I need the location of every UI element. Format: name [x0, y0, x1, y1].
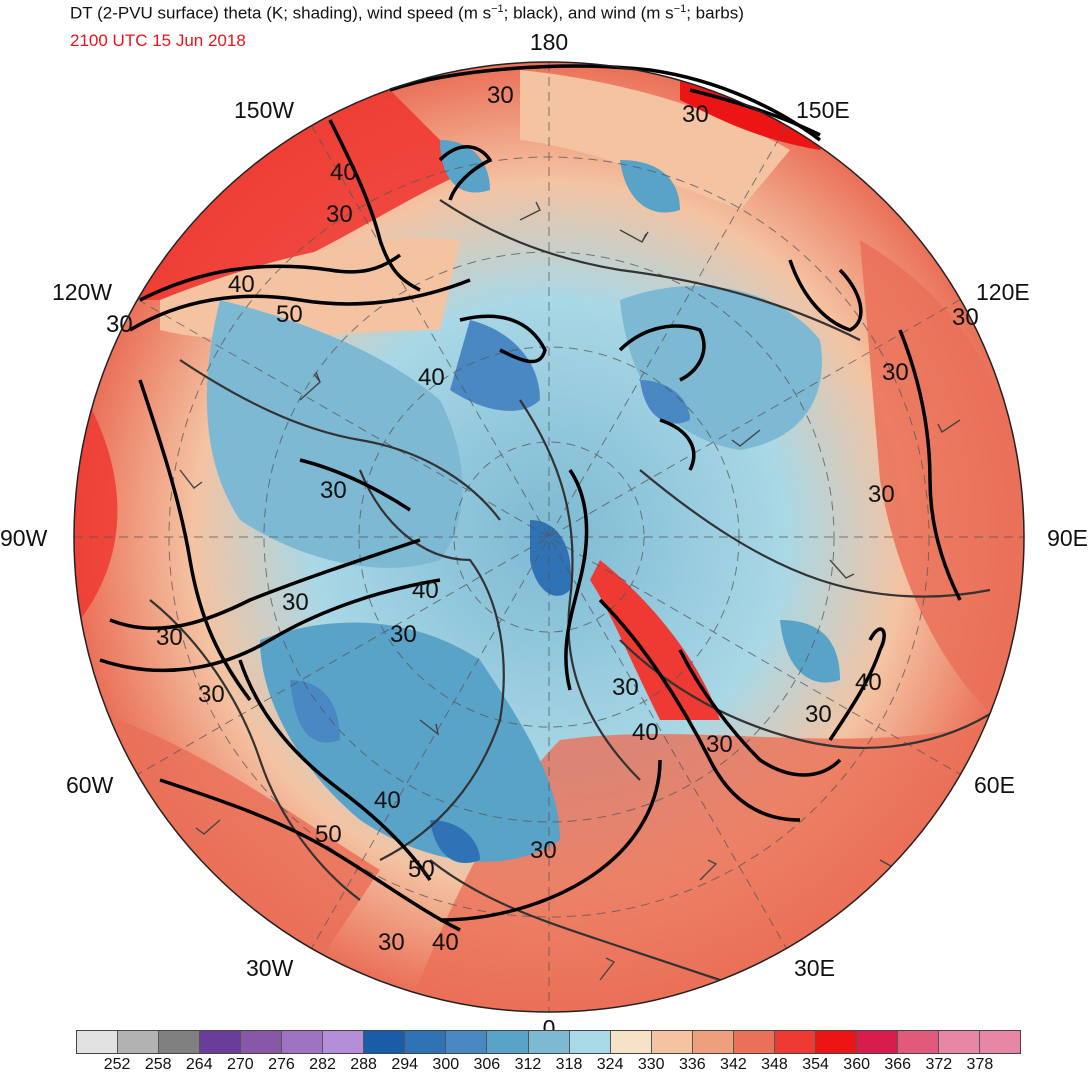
contour-label: 30: [378, 929, 405, 956]
lon-label-30w: 30W: [246, 955, 294, 981]
colorbar-labels: 252 258 264 270 276 282 288 294 300 306 312 318 324 3…: [76, 1056, 1021, 1076]
colorbar-swatch: [815, 1031, 857, 1053]
colorbar-tick-label: 312: [514, 1056, 542, 1073]
contour-label: 30: [326, 201, 353, 228]
contour-label: 50: [276, 301, 303, 328]
contour-label: 40: [632, 719, 659, 746]
colorbar-tick-label: 330: [637, 1056, 665, 1073]
theta-colorbar: [76, 1030, 1021, 1054]
contour-label: 30: [198, 681, 225, 708]
wind-speed-contours: [99, 64, 962, 932]
colorbar-swatch: [282, 1031, 324, 1053]
contour-labels: 30 30 40 30 40 50 30 40 30 30 30 40 30 3…: [106, 82, 979, 956]
colorbar-tick-label: 300: [432, 1056, 460, 1073]
colorbar-swatch: [446, 1031, 488, 1053]
contour-label: 40: [374, 787, 401, 814]
lon-label-60e: 60E: [974, 772, 1015, 798]
colorbar-swatch: [692, 1031, 734, 1053]
colorbar-swatch: [241, 1031, 283, 1053]
contour-label: 40: [412, 577, 439, 604]
colorbar-swatch: [651, 1031, 693, 1053]
colorbar-swatch: [405, 1031, 447, 1053]
colorbar-tick-label: 264: [185, 1056, 213, 1073]
coastlines: [149, 199, 1011, 1002]
colorbar-swatch: [528, 1031, 570, 1053]
contour-label: 30: [390, 621, 417, 648]
map-border: [73, 61, 1025, 1013]
colorbar-swatch: [980, 1031, 1021, 1053]
colorbar-tick-label: 366: [884, 1056, 912, 1073]
lon-label-120e: 120E: [976, 279, 1030, 305]
colorbar-tick-label: 378: [966, 1056, 994, 1073]
colorbar-swatch: [569, 1031, 611, 1053]
lon-label-0: 0: [543, 1015, 556, 1030]
colorbar-swatch: [774, 1031, 816, 1053]
colorbar-tick-label: 342: [720, 1056, 747, 1073]
colorbar-swatch: [897, 1031, 939, 1053]
contour-label: 30: [706, 731, 733, 758]
colorbar-swatch: [159, 1031, 201, 1053]
colorbar-swatch: [487, 1031, 529, 1053]
colorbar-swatch: [856, 1031, 898, 1053]
lon-label-60w: 60W: [66, 772, 114, 798]
colorbar-swatch: [364, 1031, 406, 1053]
lon-label-90w: 90W: [0, 525, 48, 551]
colorbar-tick-label: 270: [226, 1056, 254, 1073]
lon-label-30e: 30E: [794, 955, 835, 981]
colorbar-tick-label: 306: [473, 1056, 501, 1073]
colorbar-swatch: [938, 1031, 981, 1053]
contour-label: 30: [612, 674, 639, 701]
theta-shading: [74, 62, 1024, 1012]
colorbar-tick-label: 354: [802, 1056, 829, 1073]
contour-label: 30: [320, 477, 347, 504]
colorbar-swatch: [118, 1031, 160, 1053]
contour-label: 40: [330, 159, 357, 186]
colorbar-tick-label: 282: [309, 1056, 336, 1073]
contour-label: 40: [418, 364, 445, 391]
colorbar-tick-label: 294: [391, 1056, 419, 1073]
contour-label: 30: [282, 589, 309, 616]
colorbar-tick-label: 372: [925, 1056, 953, 1073]
chart-title: DT (2-PVU surface) theta (K; shading), w…: [70, 3, 744, 23]
colorbar-tick-label: 336: [678, 1056, 706, 1073]
contour-label: 40: [432, 929, 459, 956]
colorbar-tick-label: 258: [144, 1056, 172, 1073]
contour-label: 30: [868, 481, 895, 508]
contour-label: 30: [156, 624, 183, 651]
colorbar-swatch: [77, 1031, 119, 1053]
colorbar-swatch: [610, 1031, 652, 1053]
colorbar-tick-label: 348: [761, 1056, 788, 1073]
colorbar-tick-label: 288: [350, 1056, 377, 1073]
contour-label: 30: [805, 701, 832, 728]
valid-time: 2100 UTC 15 Jun 2018: [70, 31, 246, 50]
colorbar-tick-label: 360: [843, 1056, 870, 1073]
colorbar-swatch: [323, 1031, 365, 1053]
lon-label-120w: 120W: [52, 279, 112, 305]
lon-label-150e: 150E: [796, 97, 850, 123]
colorbar-swatch: [733, 1031, 775, 1053]
colorbar-swatch: [200, 1031, 242, 1053]
contour-label: 30: [487, 82, 514, 109]
lon-label-90e: 90E: [1047, 525, 1088, 551]
polar-map: 30 30 40 30 40 50 30 40 30 30 30 40 30 3…: [0, 29, 1088, 1030]
contour-label: 30: [530, 837, 557, 864]
colorbar-tick-label: 276: [268, 1056, 295, 1073]
colorbar-tick-label: 324: [596, 1056, 624, 1073]
colorbar-tick-label: 252: [103, 1056, 131, 1073]
lon-label-150w: 150W: [234, 97, 294, 123]
contour-label: 40: [228, 271, 255, 298]
lon-label-180: 180: [530, 29, 568, 55]
contour-label: 30: [882, 359, 909, 386]
contour-label: 50: [408, 856, 435, 883]
colorbar-tick-label: 318: [555, 1056, 583, 1073]
contour-label: 30: [682, 101, 709, 128]
contour-label: 50: [315, 821, 342, 848]
contour-label: 40: [855, 669, 882, 696]
